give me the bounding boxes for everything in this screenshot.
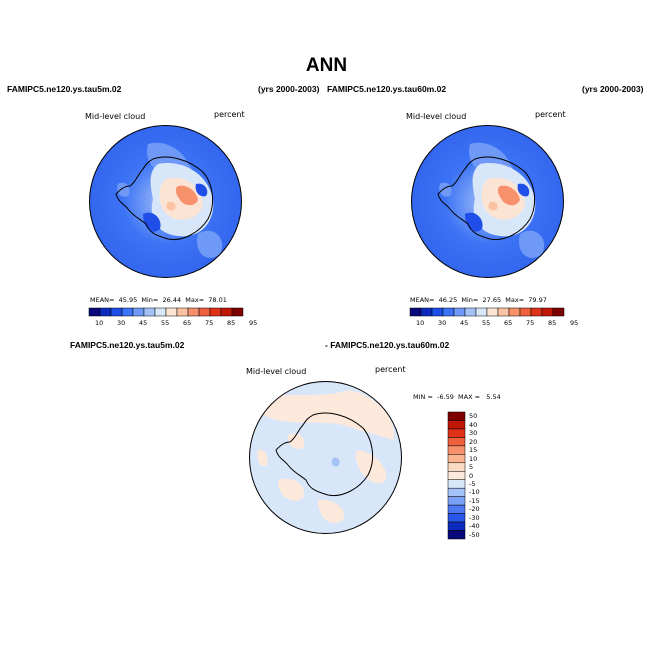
diff-colorbar-tick-label: -40 [469,522,480,531]
diff-colorbar-tick-label: -10 [469,488,480,497]
top-right-units: percent [535,110,566,119]
top-left-colorbar-tick-label: 30 [117,319,126,327]
top-left-colorbar-swatch [121,307,134,317]
top-right-colorbar-swatch [420,307,433,317]
top-left-colorbar-tick-label: 45 [139,319,148,327]
diff-colorbar-tick-label: 5 [469,463,474,472]
top-right-colorbar-swatch [552,307,565,317]
diff-colorbar-tick-label: -50 [469,530,480,539]
diff-colorbar-swatch [447,445,466,455]
top-left-colorbar-swatch [143,307,156,317]
top-right-polar-map [411,125,564,278]
top-right-colorbar-swatch [431,307,444,317]
diff-colorbar-swatch [447,428,466,438]
diff-colorbar-swatch [447,454,466,464]
diff-colorbar-tick-label: 15 [469,446,478,455]
top-left-colorbar-swatch [154,307,167,317]
top-right-colorbar-tick-label: 55 [482,319,491,327]
top-right-colorbar-swatch [519,307,532,317]
top-right-years: (yrs 2000-2003) [582,84,644,94]
diff-polar-map [249,381,402,534]
top-left-units: percent [214,110,245,119]
top-left-colorbar-swatch [220,307,233,317]
diff-colorbar-tick-label: 10 [469,454,478,463]
top-right-colorbar-tick-label: 75 [526,319,535,327]
diff-colorbar-swatch [447,411,466,421]
diff-colorbar-swatch [447,479,466,489]
diff-case-b: - FAMIPC5.ne120.ys.tau60m.02 [325,340,450,350]
diff-colorbar-swatch [447,487,466,497]
top-left-case-name: FAMIPC5.ne120.ys.tau5m.02 [7,84,122,94]
diff-colorbar-swatch [447,420,466,430]
diff-colorbar [447,411,466,540]
top-right-colorbar-tick-label: 85 [548,319,557,327]
diff-colorbar-tick-label: 50 [469,412,478,421]
diff-minmax: MIN = -6.59 MAX = 5.54 [413,393,501,401]
top-right-colorbar-swatch [453,307,466,317]
diff-colorbar-tick-label: 0 [469,471,474,480]
top-right-colorbar-swatch [409,307,422,317]
top-left-colorbar-swatch [99,307,112,317]
top-left-colorbar-tick-label: 55 [161,319,170,327]
top-left-colorbar-swatch [165,307,178,317]
top-left-variable: Mid-level cloud [85,112,146,121]
diff-colorbar-swatch [447,471,466,480]
diff-colorbar-swatch [447,513,466,523]
top-right-colorbar-labels: 10 30 45 55 65 75 85 95 [410,319,578,329]
top-left-colorbar-labels: 10 30 45 55 65 75 85 95 [89,319,257,329]
top-left-colorbar-swatch [176,307,189,317]
diff-colorbar-tick-label: 40 [469,420,478,429]
top-right-case-name: FAMIPC5.ne120.ys.tau60m.02 [327,84,447,94]
diff-colorbar-swatch [447,462,466,472]
top-right-colorbar-swatch [508,307,521,317]
top-right-stats: MEAN= 46.25 Min= 27.65 Max= 79.97 [410,296,547,304]
top-right-colorbar-tick-label: 95 [570,319,579,327]
top-left-colorbar-swatch [198,307,211,317]
top-left-colorbar-tick-label: 75 [205,319,214,327]
diff-colorbar-swatch [447,521,466,531]
top-left-colorbar-swatch [209,307,222,317]
top-right-colorbar-swatch [497,307,510,317]
diff-units: percent [375,365,406,374]
top-right-colorbar-tick-label: 45 [460,319,469,327]
top-left-colorbar-swatch [88,307,101,317]
diff-colorbar-labels: 50 40 30 20 15 10 5 0 -5 -10 -15 -20 -30 -40 -50 [469,412,509,539]
top-right-colorbar-swatch [486,307,499,317]
diff-colorbar-swatch [447,530,466,540]
top-right-variable: Mid-level cloud [406,112,467,121]
diff-colorbar-tick-label: 20 [469,437,478,446]
diff-colorbar-tick-label: 30 [469,429,478,438]
figure-title: ANN [305,55,348,76]
top-left-colorbar [88,307,244,317]
top-right-colorbar-swatch [475,307,488,317]
diff-colorbar-swatch [447,496,466,506]
top-left-stats: MEAN= 45.95 Min= 26.44 Max= 78.01 [90,296,227,304]
top-right-colorbar [409,307,565,317]
diff-colorbar-swatch [447,504,466,514]
top-right-colorbar-swatch [442,307,455,317]
diff-variable: Mid-level cloud [246,367,307,376]
top-right-colorbar-swatch [530,307,543,317]
top-left-colorbar-swatch [231,307,244,317]
top-left-polar-map [89,125,242,278]
top-left-colorbar-swatch [132,307,145,317]
diff-colorbar-tick-label: -5 [469,479,476,488]
top-right-colorbar-swatch [541,307,554,317]
top-right-colorbar-tick-label: 10 [416,319,425,327]
diff-case-a: FAMIPC5.ne120.ys.tau5m.02 [70,340,185,350]
diff-colorbar-tick-label: -20 [469,505,480,514]
top-left-colorbar-tick-label: 85 [227,319,236,327]
diff-colorbar-tick-label: -30 [469,513,480,522]
top-left-years: (yrs 2000-2003) [258,84,320,94]
top-right-colorbar-tick-label: 30 [438,319,447,327]
top-left-colorbar-swatch [110,307,123,317]
top-left-colorbar-swatch [187,307,200,317]
diff-colorbar-swatch [447,437,466,447]
top-right-colorbar-tick-label: 65 [504,319,513,327]
top-left-colorbar-tick-label: 10 [95,319,104,327]
top-left-colorbar-tick-label: 95 [249,319,258,327]
top-left-colorbar-tick-label: 65 [183,319,192,327]
top-right-colorbar-swatch [464,307,477,317]
diff-colorbar-tick-label: -15 [469,496,480,505]
